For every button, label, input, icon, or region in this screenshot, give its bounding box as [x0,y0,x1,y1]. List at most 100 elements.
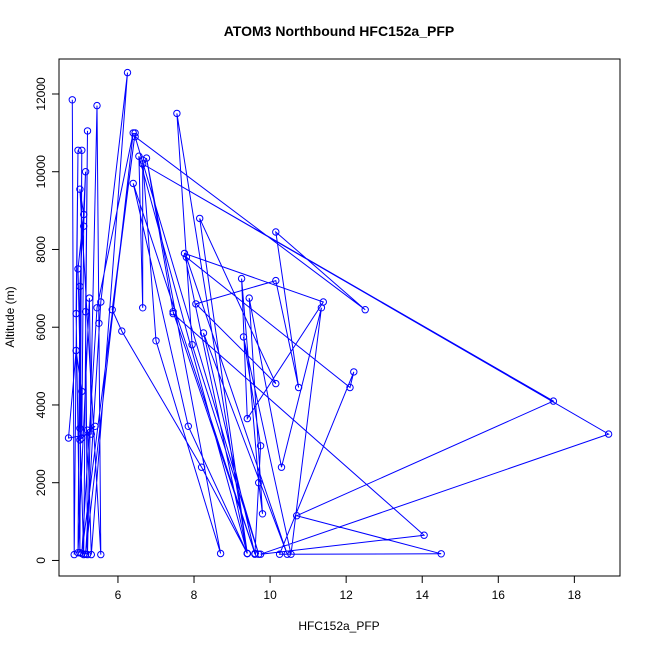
data-point [437,550,445,558]
x-tick-label: 10 [263,588,277,602]
data-point [68,96,77,104]
data-point [283,550,291,558]
x-axis-label: HFC152a_PFP [298,619,379,633]
data-point [108,306,116,314]
data-point [87,430,96,438]
data-point [87,550,96,559]
data-point [80,210,88,219]
data-point [275,550,284,558]
data-point [129,129,137,137]
data-point [196,214,204,223]
data-point [139,156,147,164]
data-point [72,309,80,318]
data-point [182,253,191,261]
data-point [237,274,246,283]
data-point [131,133,139,141]
y-tick-label: 10000 [34,155,48,189]
data-point [294,383,303,392]
data-point [239,333,248,341]
data-point [76,185,84,193]
data-point [139,160,147,168]
data-point [81,308,90,316]
data-point [93,101,101,110]
data-point [169,308,177,316]
data-point [74,146,82,155]
data-point [245,294,253,302]
data-point [80,222,88,230]
data-point [123,68,132,77]
data-point [95,319,103,327]
data-point [188,341,196,349]
data-point [287,550,295,558]
data-point [192,300,200,308]
data-point [549,397,558,405]
data-point [277,463,286,471]
data-point [197,463,206,471]
data-point [272,379,280,388]
x-tick-label: 6 [115,588,122,602]
y-tick-label: 12000 [34,77,48,111]
chart-title: ATOM3 Northbound HFC152a_PFP [224,23,455,39]
data-point [256,550,265,558]
data-point [152,337,160,345]
data-point [131,129,139,137]
data-point [180,249,189,258]
data-point [97,298,105,306]
data-point [74,549,82,557]
data-point [420,531,428,539]
x-tick-label: 8 [191,588,198,602]
y-tick-label: 0 [34,557,48,564]
data-point [258,510,267,518]
data-point [76,424,84,432]
data-point [216,549,225,558]
data-point [243,549,252,558]
data-point [83,426,92,434]
data-point [142,154,151,162]
data-point [76,436,84,444]
data-point [76,282,84,291]
data-point [135,152,143,160]
data-point [169,309,177,318]
data-point [243,414,252,423]
data-point [317,304,326,312]
data-points-group [64,68,613,559]
x-tick-label: 14 [416,588,430,602]
data-point [91,422,99,430]
data-point [184,422,193,430]
y-tick-label: 2000 [34,469,48,496]
data-point [93,304,101,312]
data-point [83,127,92,135]
data-point [85,294,94,302]
data-point [199,329,208,337]
data-point [272,276,280,285]
data-point [272,228,280,236]
y-tick-label: 4000 [34,391,48,418]
x-axis: 6 8 10 12 14 16 18 [115,575,582,602]
x-tick-label: 18 [568,588,582,602]
data-point [72,346,80,355]
y-tick-label: 8000 [34,236,48,263]
y-tick-label: 6000 [34,314,48,341]
data-point [97,550,105,559]
data-point [64,434,73,442]
data-point [78,549,86,558]
x-tick-label: 16 [492,588,506,602]
y-axis-label: Altitude (m) [3,286,17,347]
data-point [256,442,265,450]
data-point [361,306,369,314]
y-axis: 0 2000 4000 6000 8000 10000 12000 [34,77,60,564]
data-point [255,479,263,487]
data-point [350,368,358,376]
data-point [118,327,126,335]
data-point [74,265,82,273]
data-point [78,387,86,396]
data-point [78,434,86,442]
data-point [346,383,354,392]
data-point [173,109,181,118]
data-point [293,512,301,520]
data-point [251,550,259,558]
data-point [81,168,90,176]
data-point [604,430,613,438]
data-point [129,179,137,188]
